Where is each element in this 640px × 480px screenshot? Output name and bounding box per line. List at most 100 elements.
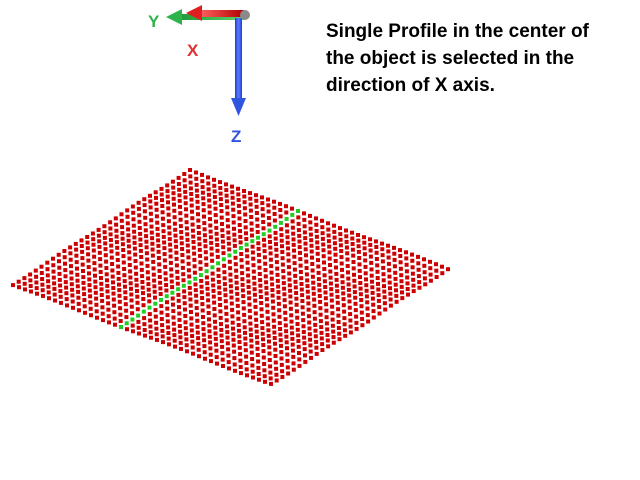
cloud-point <box>291 242 296 247</box>
cloud-point <box>102 230 107 235</box>
cloud-point <box>267 339 271 344</box>
cloud-point <box>273 360 278 365</box>
cloud-point <box>179 241 184 246</box>
cloud-point <box>302 217 307 222</box>
cloud-point <box>180 265 185 270</box>
cloud-point <box>250 357 255 361</box>
cloud-point <box>253 298 258 303</box>
cloud-point <box>73 241 78 246</box>
cloud-point <box>288 294 293 299</box>
cloud-point <box>331 340 336 345</box>
cloud-point <box>56 252 61 257</box>
cloud-point <box>85 240 90 245</box>
cloud-point <box>405 275 410 280</box>
cloud-point <box>127 250 132 255</box>
cloud-point <box>76 289 81 294</box>
cloud-point <box>111 280 115 285</box>
cloud-point <box>262 255 267 260</box>
cloud-point <box>184 207 188 212</box>
cloud-point <box>104 272 109 277</box>
cloud-point <box>118 319 123 323</box>
cloud-point <box>331 335 336 340</box>
cloud-point <box>330 304 335 309</box>
cloud-point <box>272 212 277 216</box>
cloud-point <box>314 339 319 344</box>
selected-profile-point <box>119 325 123 329</box>
cloud-point <box>117 288 122 293</box>
axis-triad[interactable]: Y X Z <box>148 5 250 146</box>
cloud-point <box>83 310 87 315</box>
cloud-point <box>294 309 299 314</box>
cloud-point <box>288 300 293 305</box>
cloud-point <box>263 274 268 279</box>
cloud-point <box>236 323 241 327</box>
cloud-point <box>126 227 131 232</box>
cloud-point <box>95 315 99 320</box>
cloud-point <box>232 238 237 243</box>
point-cloud[interactable] <box>11 168 450 386</box>
cloud-point <box>350 242 355 246</box>
cloud-point <box>212 300 217 305</box>
cloud-point <box>266 328 271 333</box>
cloud-point <box>254 193 258 198</box>
cloud-point <box>115 258 120 262</box>
cloud-point <box>366 319 371 324</box>
cloud-point <box>221 245 226 250</box>
cloud-point <box>125 221 130 226</box>
cloud-point <box>130 311 135 316</box>
cloud-point <box>183 195 188 200</box>
cloud-point <box>332 229 337 234</box>
cloud-point <box>225 330 230 335</box>
cloud-point <box>59 300 63 305</box>
cloud-point <box>280 256 285 261</box>
cloud-point <box>368 248 373 253</box>
cloud-point <box>234 286 239 291</box>
cloud-point <box>156 243 161 248</box>
cloud-point <box>352 278 357 283</box>
cloud-point <box>358 292 363 297</box>
cloud-point <box>278 214 283 219</box>
cloud-point <box>319 325 324 330</box>
cloud-point <box>270 293 275 298</box>
cloud-point <box>323 290 328 295</box>
cloud-point <box>128 269 133 274</box>
cloud-point <box>291 361 296 366</box>
cloud-point <box>189 328 194 333</box>
cloud-point <box>254 323 259 328</box>
cloud-point <box>247 296 252 301</box>
cloud-point <box>249 227 254 232</box>
cloud-point <box>231 220 236 225</box>
cloud-point <box>168 260 173 265</box>
cloud-point <box>116 276 121 281</box>
cloud-point <box>218 315 223 320</box>
cloud-point <box>105 283 110 288</box>
cloud-point <box>180 253 185 257</box>
cloud-point <box>141 297 146 301</box>
cloud-point <box>57 259 61 264</box>
cloud-point <box>93 279 98 284</box>
cloud-point <box>400 296 405 301</box>
cloud-point <box>354 314 359 319</box>
cloud-point <box>243 219 248 223</box>
cloud-point <box>136 319 141 324</box>
cloud-point <box>281 269 286 274</box>
cloud-point <box>235 303 240 308</box>
cloud-point <box>341 291 346 296</box>
cloud-point <box>371 309 376 314</box>
cloud-point <box>76 295 81 300</box>
cloud-point <box>162 240 167 245</box>
selected-profile-point <box>278 220 283 225</box>
cloud-point <box>139 255 144 259</box>
cloud-point <box>318 306 323 311</box>
cloud-point <box>404 256 409 261</box>
cloud-point <box>284 329 289 334</box>
cloud-point <box>195 194 200 199</box>
cloud-point <box>188 303 193 308</box>
cloud-point <box>304 253 308 258</box>
cloud-point <box>86 265 91 270</box>
selected-profile-x[interactable] <box>119 209 300 329</box>
cloud-point <box>88 294 93 299</box>
cloud-point <box>225 218 230 223</box>
cloud-point <box>255 230 260 234</box>
